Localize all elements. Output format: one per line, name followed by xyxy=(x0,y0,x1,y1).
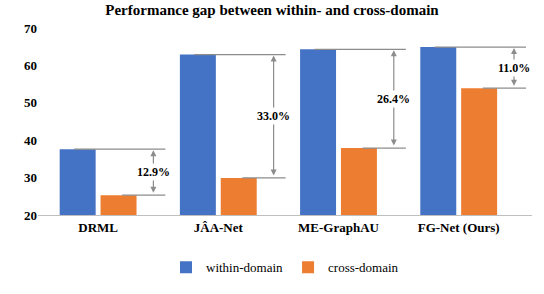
svg-text:DRML: DRML xyxy=(78,220,118,235)
svg-text:70: 70 xyxy=(24,21,37,36)
svg-text:20: 20 xyxy=(24,208,37,223)
svg-text:FG-Net (Ours): FG-Net (Ours) xyxy=(418,220,500,235)
svg-text:Performance gap between within: Performance gap between within- and cros… xyxy=(105,2,439,18)
svg-text:40: 40 xyxy=(24,133,37,148)
svg-text:11.0%: 11.0% xyxy=(498,61,530,75)
svg-text:30: 30 xyxy=(24,170,37,185)
svg-text:cross-domain: cross-domain xyxy=(328,260,399,275)
svg-text:60: 60 xyxy=(24,58,37,73)
svg-text:12.9%: 12.9% xyxy=(137,165,170,179)
svg-text:26.4%: 26.4% xyxy=(377,92,410,106)
svg-text:ME-GraphAU: ME-GraphAU xyxy=(298,220,380,235)
svg-text:within-domain: within-domain xyxy=(206,260,283,275)
svg-text:50: 50 xyxy=(24,95,37,110)
svg-text:JÂA-Net: JÂA-Net xyxy=(194,220,244,235)
svg-text:33.0%: 33.0% xyxy=(257,109,290,123)
